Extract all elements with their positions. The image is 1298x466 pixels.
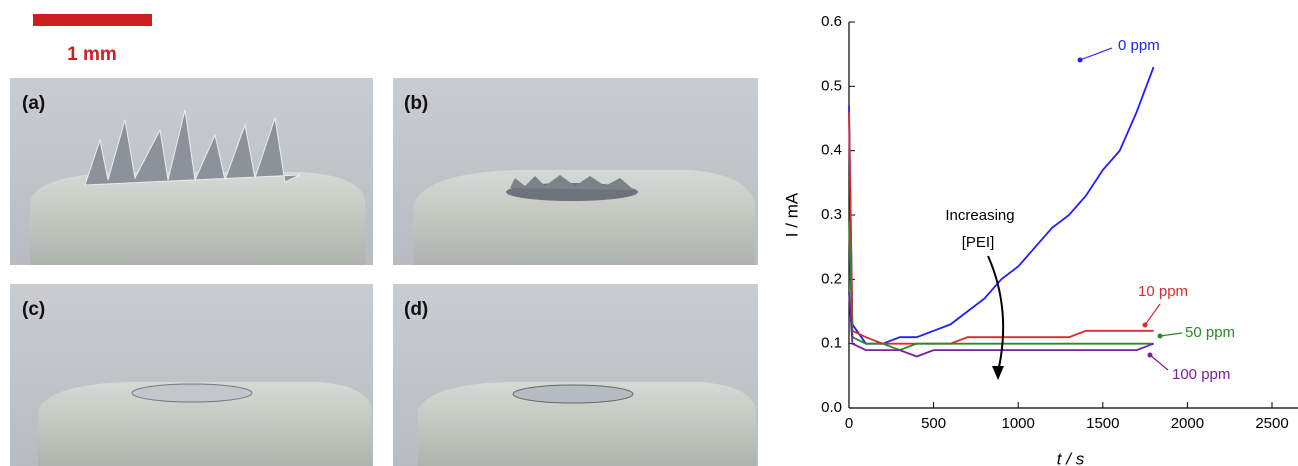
label-pointer-head [1077,57,1083,63]
x-axis-label: t / s [1057,449,1085,466]
annotation-arrowhead [992,366,1004,380]
panel-label: (d) [404,299,428,320]
label-pointer [1079,47,1113,61]
x-tick-label: 2500 [1255,415,1288,432]
y-axis-label: I / mA [782,192,801,237]
panel-label: (b) [404,93,428,114]
series-label: 50 ppm [1185,324,1235,341]
x-tick-label: 1000 [1002,415,1035,432]
chart: 0.0 0.1 0.2 0.3 0.4 0.5 0.6 0 500 1000 1500 2000 250… [782,13,1298,466]
x-tick-label: 1500 [1086,415,1119,432]
photo-a [10,78,373,265]
label-pointer [1144,303,1161,326]
y-tick-label: 0.3 [821,206,842,223]
series-line [848,66,1155,345]
scale-bar [33,14,152,26]
annotation-arrow [987,255,1005,373]
series-line [848,292,1154,358]
panel-label: (c) [22,299,45,320]
series-label: 10 ppm [1138,283,1188,300]
annotation: Increasing [945,207,1014,224]
label-pointer-head [1147,352,1153,358]
series-label: 100 ppm [1172,366,1230,383]
series-line [848,112,1154,345]
label-pointer [1149,354,1169,371]
label-pointer-head [1157,333,1163,339]
y-tick-label: 0.1 [821,335,842,352]
photo-d [393,284,758,466]
photo-c [10,284,373,466]
x-tick-label: 2000 [1171,415,1204,432]
panel-label: (a) [22,93,45,114]
y-tick-label: 0.6 [821,13,842,30]
photo-b [393,78,758,265]
y-tick-label: 0.2 [821,270,842,287]
x-tick-label: 0 [845,415,853,432]
label-pointer [1159,332,1183,337]
scale-label: 1 mm [67,44,117,65]
y-tick-label: 0.0 [821,399,842,416]
x-tick-label: 500 [921,415,946,432]
series-label: 0 ppm [1118,37,1160,54]
annotation: [PEI] [962,234,995,251]
y-tick-label: 0.5 [821,77,842,94]
y-tick-label: 0.4 [821,142,842,159]
series-line [848,221,1154,352]
label-pointer-head [1142,322,1148,328]
